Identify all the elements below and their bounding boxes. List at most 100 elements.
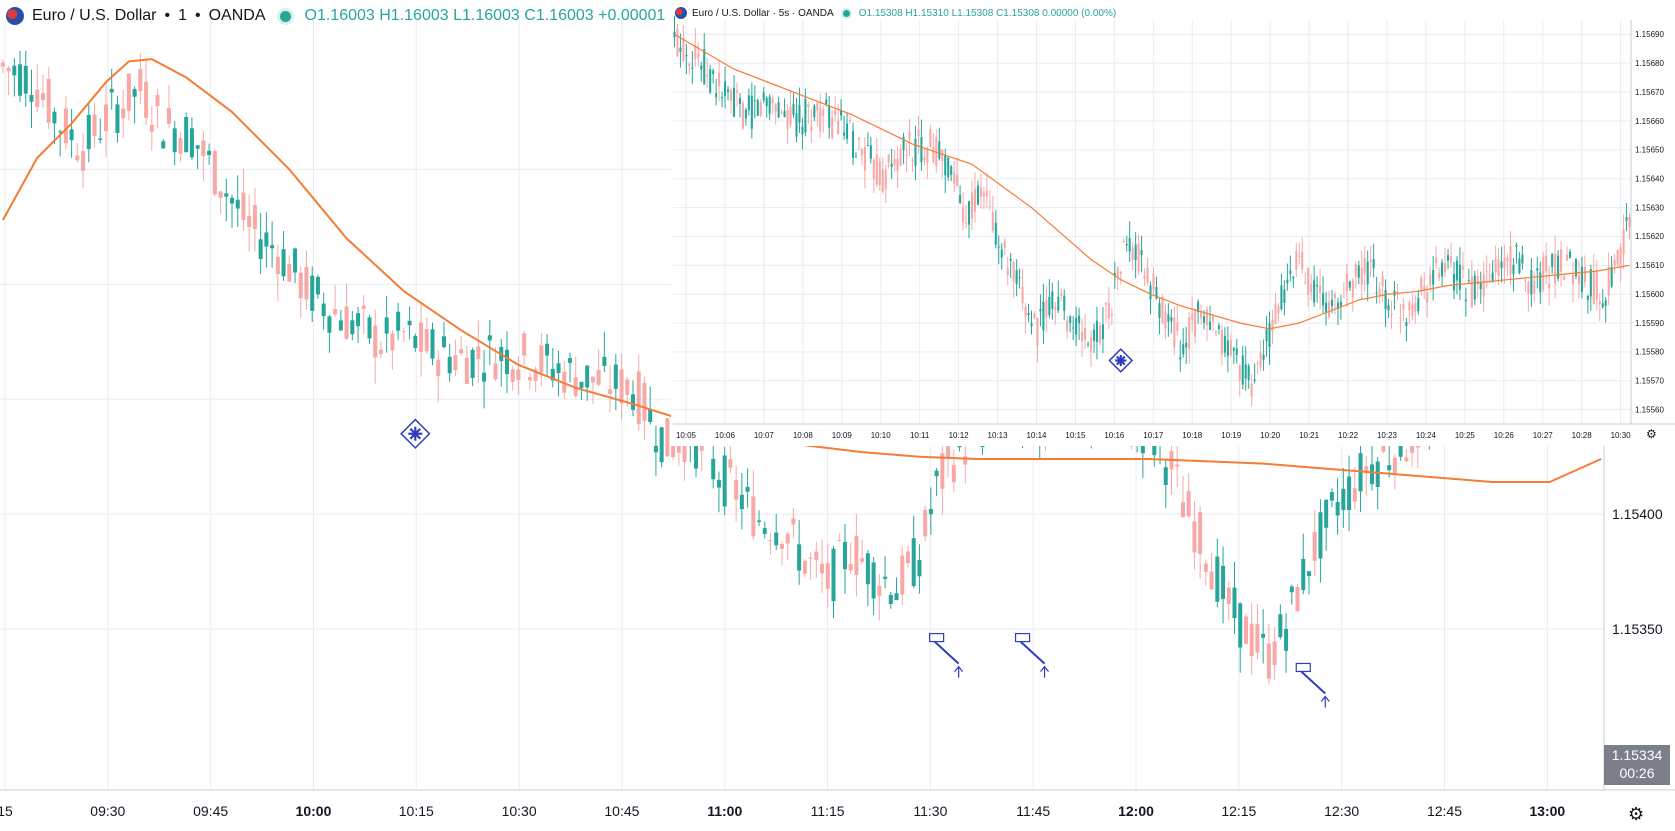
candle-body <box>691 67 694 69</box>
candle-body <box>1512 264 1515 275</box>
candle-body <box>831 117 834 139</box>
candle-body <box>970 192 974 219</box>
x-tick-label: 10:10 <box>871 431 892 440</box>
candle-body <box>356 313 361 327</box>
main-symbol[interactable]: Euro / U.S. Dollar <box>32 7 157 24</box>
ohlc-change: 0.00000 (0.00%) <box>1042 7 1117 19</box>
x-tick-label: 10:27 <box>1533 431 1554 440</box>
candle-body <box>1104 302 1107 306</box>
candle-body <box>1084 328 1087 341</box>
candle-body <box>613 364 618 389</box>
candle-body <box>991 212 994 231</box>
candle-body <box>1613 260 1616 266</box>
eur-usd-flag-icon <box>675 7 687 19</box>
candle-body <box>1036 317 1039 346</box>
candle-body <box>1336 302 1339 309</box>
candle-body <box>1192 521 1197 553</box>
candle-body <box>1619 247 1622 269</box>
candle-body <box>1551 254 1554 268</box>
candle-body <box>875 154 878 185</box>
market-status-icon[interactable] <box>279 10 291 22</box>
candle-body <box>739 494 744 510</box>
candle-body <box>802 561 807 574</box>
candle-body <box>1574 258 1578 277</box>
candle-body <box>436 359 441 376</box>
x-tick-label: 12:45 <box>1427 803 1462 819</box>
candle-body <box>1262 354 1265 360</box>
candle-body <box>1441 262 1444 277</box>
inset-chart[interactable]: 10:05 10:06 10:07 10:08 10:09 10:10 10:11 10:12… <box>671 0 1675 446</box>
arrow-head <box>1320 695 1330 702</box>
candle-body <box>938 141 941 159</box>
candle-body <box>218 191 223 198</box>
candle-body <box>819 107 822 131</box>
candle-body <box>1360 267 1363 285</box>
candle-body <box>1249 623 1254 657</box>
candle-body <box>887 154 890 163</box>
candle-body <box>1352 488 1357 502</box>
candle-body <box>1449 256 1453 264</box>
x-tick-label: 10:08 <box>793 431 814 440</box>
ohlc-close: C1.15308 <box>996 7 1040 19</box>
candle-body <box>275 256 280 275</box>
candle-body <box>1221 565 1226 599</box>
candle-body <box>1494 258 1497 273</box>
candle-body <box>1563 276 1566 280</box>
candle-body <box>92 114 97 136</box>
x-tick-label: 10:30 <box>502 803 537 819</box>
candle-body <box>63 108 68 144</box>
candle-body <box>1232 587 1237 619</box>
x-tick-label: 10:06 <box>715 431 736 440</box>
candle-body <box>734 480 739 500</box>
x-tick-label: 10:26 <box>1494 431 1515 440</box>
candle-body <box>1301 251 1304 270</box>
candle-body <box>1458 264 1461 290</box>
candle-body <box>1384 290 1387 309</box>
candle-body <box>871 562 876 599</box>
candle-body <box>1503 257 1506 268</box>
candle-body <box>905 551 910 564</box>
candle-body <box>932 146 935 162</box>
candle-body <box>825 562 830 589</box>
candle-body <box>848 119 852 121</box>
candle-body <box>619 369 624 404</box>
main-legend[interactable]: Euro / U.S. Dollar • 1 • OANDA ​O1.16003… <box>6 4 665 28</box>
candle-body <box>797 544 802 571</box>
candle-body <box>539 345 544 373</box>
candle-body <box>1215 556 1220 602</box>
candle-body <box>988 206 991 208</box>
candle-body <box>1491 272 1494 281</box>
main-interval[interactable]: 1 <box>178 7 187 24</box>
y-tick-label: 1.15670 <box>1635 88 1664 97</box>
y-tick-label: 1.15570 <box>1635 377 1664 386</box>
candle-body <box>890 163 893 168</box>
candle-body <box>813 105 816 118</box>
gear-icon[interactable]: ⚙ <box>1628 804 1645 824</box>
inset-legend[interactable]: Euro / U.S. Dollar · 5s · OANDA O1.15308… <box>675 4 1116 22</box>
candle-body <box>771 98 774 104</box>
candle-body <box>1341 488 1346 510</box>
candle-body <box>894 593 899 601</box>
market-status-icon[interactable] <box>842 9 850 17</box>
candle-body <box>1417 297 1420 312</box>
candle-body <box>648 409 653 423</box>
y-tick-label: 1.15680 <box>1635 59 1664 68</box>
x-tick-label: 10:15 <box>1065 431 1086 440</box>
candle-body <box>333 309 338 315</box>
candle-body <box>293 248 298 273</box>
inset-title[interactable]: Euro / U.S. Dollar · 5s · OANDA <box>692 7 834 19</box>
main-ohlc: ​O1.16003 H1.16003 L1.16003 C1.16003 +0.… <box>305 7 666 25</box>
x-tick-label: 10:11 <box>910 431 930 440</box>
candle-body <box>172 128 177 153</box>
candle-body <box>1363 258 1366 275</box>
x-tick-label: 10:00 <box>296 803 332 819</box>
y-tick-label: 1.15610 <box>1635 261 1664 270</box>
gear-icon[interactable]: ⚙ <box>1646 427 1657 441</box>
candle-body <box>258 239 263 259</box>
candle-body <box>789 106 792 125</box>
candle-body <box>636 371 641 425</box>
candle-body <box>1039 308 1042 312</box>
highlight-box <box>929 632 945 643</box>
candle-body <box>816 103 819 111</box>
x-tick-label: 10:45 <box>604 803 639 819</box>
